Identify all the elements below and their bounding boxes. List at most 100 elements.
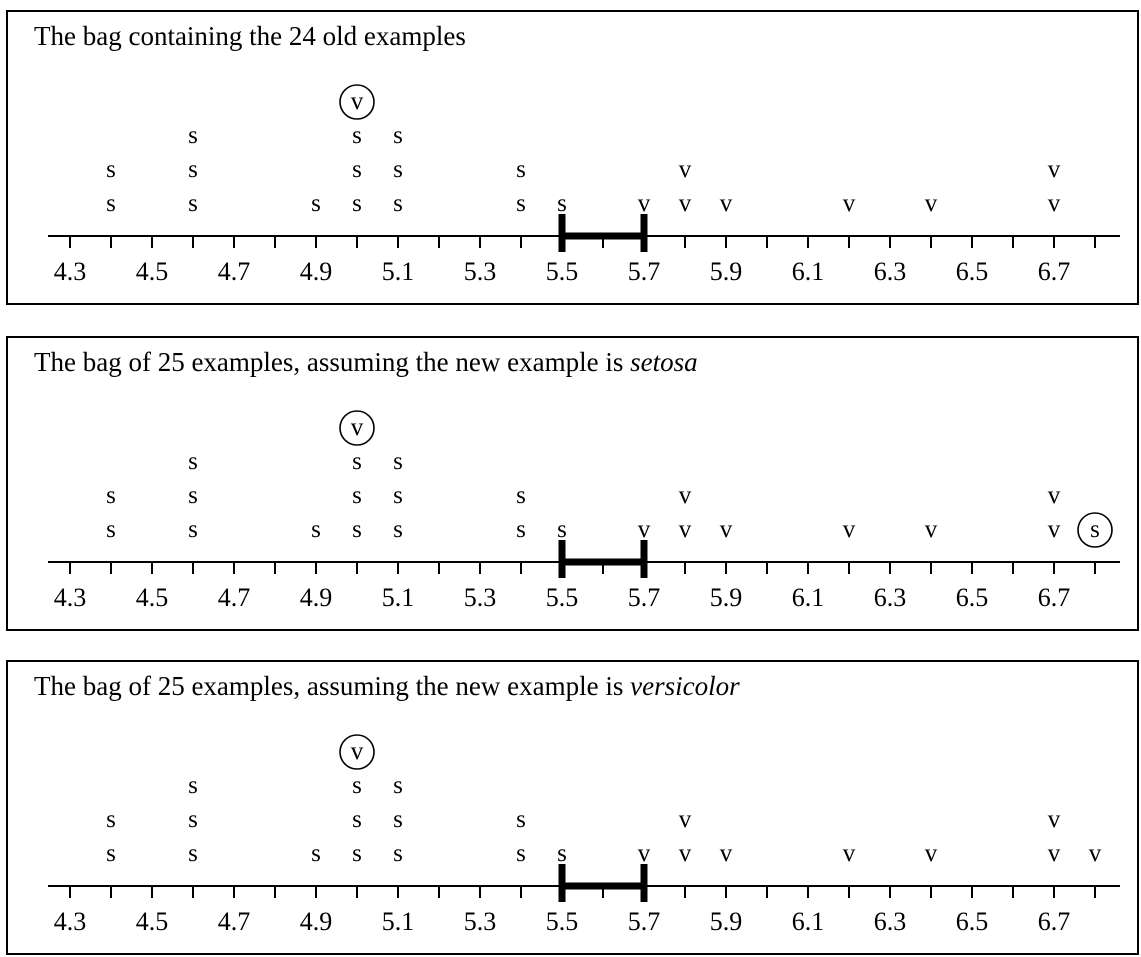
versicolor-mark: v	[679, 482, 692, 509]
tick-label: 5.1	[382, 257, 415, 286]
setosa-mark: s	[106, 806, 116, 833]
setosa-mark: s	[557, 190, 567, 217]
setosa-mark: s	[188, 516, 198, 543]
tick-label: 5.5	[546, 583, 579, 612]
setosa-mark: s	[188, 448, 198, 475]
versicolor-mark: v	[1048, 806, 1061, 833]
setosa-mark: s	[106, 516, 116, 543]
tick-label: 6.1	[792, 907, 825, 936]
tick-label: 5.7	[628, 583, 661, 612]
tick-label: 6.1	[792, 257, 825, 286]
setosa-mark: s	[188, 482, 198, 509]
setosa-mark: s	[188, 772, 198, 799]
setosa-mark: s	[393, 156, 403, 183]
versicolor-mark: v	[1048, 156, 1061, 183]
setosa-mark: s	[352, 156, 362, 183]
dot-plot: 4.3 4.5 4.7 4.9 5.1 5.3 5.5 5.7 5.9 6.1 6.3 6.5 6.7 s…	[48, 734, 1120, 936]
tick-label: 4.7	[218, 907, 251, 936]
tick-label: 5.1	[382, 583, 415, 612]
tick-label: 6.5	[956, 907, 989, 936]
tick-label: 5.5	[546, 907, 579, 936]
tick-label: 4.3	[54, 257, 87, 286]
setosa-mark: s	[557, 840, 567, 867]
versicolor-mark: v	[679, 516, 692, 543]
tick-label: 6.3	[874, 583, 907, 612]
setosa-mark: s	[393, 806, 403, 833]
setosa-mark: s	[393, 448, 403, 475]
tick-label: 5.3	[464, 257, 497, 286]
tick-label: 5.9	[710, 257, 743, 286]
bag-panel-setosa: The bag of 25 examples, assuming the new…	[6, 336, 1139, 631]
versicolor-mark: v	[925, 516, 938, 543]
setosa-mark: s	[311, 516, 321, 543]
tick-label: 6.3	[874, 257, 907, 286]
versicolor-mark: v	[925, 190, 938, 217]
tick-label: 6.5	[956, 257, 989, 286]
versicolor-mark: v	[351, 414, 364, 441]
setosa-mark: s	[393, 840, 403, 867]
setosa-mark: s	[516, 806, 526, 833]
setosa-mark: s	[106, 190, 116, 217]
panel-title: The bag containing the 24 old examples	[34, 21, 466, 51]
tick-label: 5.9	[710, 583, 743, 612]
versicolor-mark: v	[843, 840, 856, 867]
setosa-mark: s	[188, 806, 198, 833]
setosa-mark: s	[516, 840, 526, 867]
tick-label: 4.7	[218, 257, 251, 286]
tick-label: 5.9	[710, 907, 743, 936]
versicolor-mark: v	[351, 88, 364, 115]
tick-label: 5.3	[464, 907, 497, 936]
setosa-mark: s	[1090, 516, 1100, 543]
dot-plot: 4.3 4.5 4.7 4.9 5.1 5.3 5.5 5.7 5.9 6.1 6.3 6.5 6.7 s…	[48, 84, 1120, 286]
tick-label: 5.1	[382, 907, 415, 936]
tick-label: 6.5	[956, 583, 989, 612]
tick-label: 6.7	[1038, 257, 1071, 286]
setosa-mark: s	[352, 448, 362, 475]
tick-label: 6.1	[792, 583, 825, 612]
setosa-mark: s	[516, 156, 526, 183]
setosa-mark: s	[188, 190, 198, 217]
setosa-mark: s	[516, 482, 526, 509]
bag-panel-versicolor: The bag of 25 examples, assuming the new…	[6, 660, 1139, 955]
tick-label: 6.7	[1038, 583, 1071, 612]
setosa-mark: s	[393, 190, 403, 217]
versicolor-mark: v	[638, 516, 651, 543]
setosa-mark: s	[393, 516, 403, 543]
dot-plot: 4.3 4.5 4.7 4.9 5.1 5.3 5.5 5.7 5.9 6.1 6.3 6.5 6.7 s…	[48, 410, 1120, 612]
tick-label: 4.7	[218, 583, 251, 612]
setosa-mark: s	[516, 516, 526, 543]
panel-title: The bag of 25 examples, assuming the new…	[34, 347, 698, 377]
versicolor-mark: v	[1048, 190, 1061, 217]
tick-label: 5.3	[464, 583, 497, 612]
setosa-mark: s	[106, 482, 116, 509]
versicolor-mark: v	[925, 840, 938, 867]
versicolor-mark: v	[679, 806, 692, 833]
panel-title: The bag of 25 examples, assuming the new…	[34, 671, 740, 701]
versicolor-mark: v	[1048, 516, 1061, 543]
setosa-mark: s	[188, 122, 198, 149]
setosa-mark: s	[311, 190, 321, 217]
setosa-mark: s	[311, 840, 321, 867]
setosa-mark: s	[188, 840, 198, 867]
tick-label: 4.9	[300, 257, 333, 286]
versicolor-mark: v	[679, 190, 692, 217]
versicolor-mark: v	[1048, 482, 1061, 509]
setosa-mark: s	[557, 516, 567, 543]
circle-marker	[339, 410, 375, 446]
versicolor-mark: v	[638, 190, 651, 217]
tick-label: 6.3	[874, 907, 907, 936]
versicolor-mark: v	[1089, 840, 1102, 867]
versicolor-mark: v	[679, 840, 692, 867]
versicolor-mark: v	[720, 516, 733, 543]
tick-label: 6.7	[1038, 907, 1071, 936]
versicolor-mark: v	[1048, 840, 1061, 867]
setosa-mark: s	[352, 482, 362, 509]
tick-label: 4.5	[136, 257, 169, 286]
setosa-mark: s	[352, 122, 362, 149]
tick-label: 4.9	[300, 907, 333, 936]
versicolor-mark: v	[351, 738, 364, 765]
tick-label: 4.9	[300, 583, 333, 612]
setosa-mark: s	[106, 156, 116, 183]
versicolor-mark: v	[720, 840, 733, 867]
tick-label: 4.3	[54, 907, 87, 936]
